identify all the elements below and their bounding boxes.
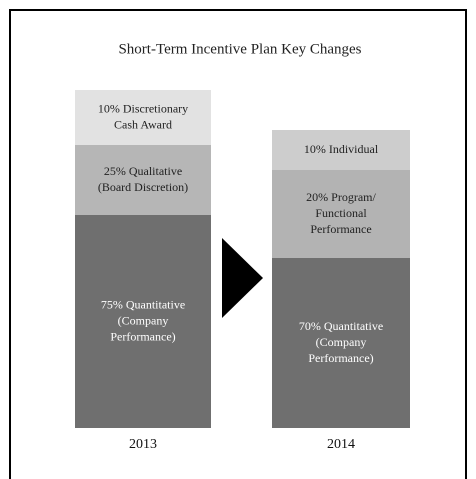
arrow [222,238,263,318]
segment-label: (Company [316,335,367,349]
segment-label: Performance) [110,329,175,343]
segment-label: 20% Program/ [306,190,376,204]
segment [75,90,211,145]
segment-label: Performance [310,222,371,236]
frame [9,9,467,479]
segment-label: Performance) [308,351,373,365]
segment-label: 70% Quantitative [299,319,383,333]
segment-label: (Board Discretion) [98,180,188,194]
column-label: 2013 [129,437,157,452]
segment-label: 10% Individual [304,142,379,156]
title: Short-Term Incentive Plan Key Changes [118,41,361,57]
column-label: 2014 [327,437,355,452]
segment-label: 10% Discretionary [98,101,188,115]
segment-label: (Company [118,313,169,327]
segment [272,258,410,428]
segment-label: Functional [315,206,367,220]
segment-label: Cash Award [114,117,172,131]
segment-label: 75% Quantitative [101,297,185,311]
segment [272,130,410,170]
segment-label: 25% Qualitative [104,164,182,178]
segment [272,170,410,258]
segment [75,145,211,215]
segment [75,215,211,428]
